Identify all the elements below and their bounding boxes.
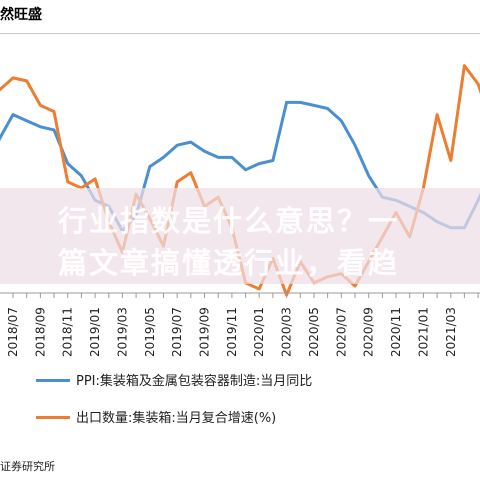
x-tick-label: 2020/07 — [334, 307, 348, 357]
x-tick-label: 2020/03 — [280, 307, 294, 357]
x-tick-label: 2019/11 — [225, 307, 239, 357]
x-tick-label: 2021/03 — [444, 307, 458, 357]
series-layer — [0, 64, 480, 297]
source-note: 证券研究所 — [0, 460, 55, 473]
x-tick-label: 2020/09 — [362, 307, 376, 357]
legend-swatch-export — [36, 416, 70, 419]
legend-label-ppi: PPI:集装箱及金属包装容器制造:当月同比 — [76, 374, 313, 389]
x-tick-marks — [12, 293, 479, 298]
x-tick-labels: 2018/07 2018/09 2018/11 2019/01 2019/03 2019/… — [6, 307, 458, 357]
series-export-line — [0, 64, 480, 297]
legend-label-export: 出口数量:集装箱:当月复合增速(%) — [76, 411, 277, 426]
chart-title: 然旺盛 — [0, 7, 42, 23]
x-tick-label: 2020/05 — [307, 307, 321, 357]
x-tick-label: 2018/11 — [61, 307, 75, 357]
x-tick-label: 2019/05 — [143, 307, 157, 357]
x-tick-label: 2018/07 — [6, 307, 20, 357]
x-tick-label: 2020/11 — [389, 307, 403, 357]
title-divider — [0, 33, 480, 34]
x-tick-label: 2019/07 — [170, 307, 184, 357]
x-tick-label: 2018/09 — [33, 307, 47, 357]
legend-swatch-ppi — [36, 379, 70, 382]
x-tick-label: 2019/01 — [88, 307, 102, 357]
x-tick-label: 2019/03 — [115, 307, 129, 357]
x-tick-label: 2019/09 — [198, 307, 212, 357]
series-ppi-line — [0, 100, 480, 233]
x-tick-label: 2020/01 — [252, 307, 266, 357]
x-tick-label: 2021/01 — [416, 307, 430, 357]
